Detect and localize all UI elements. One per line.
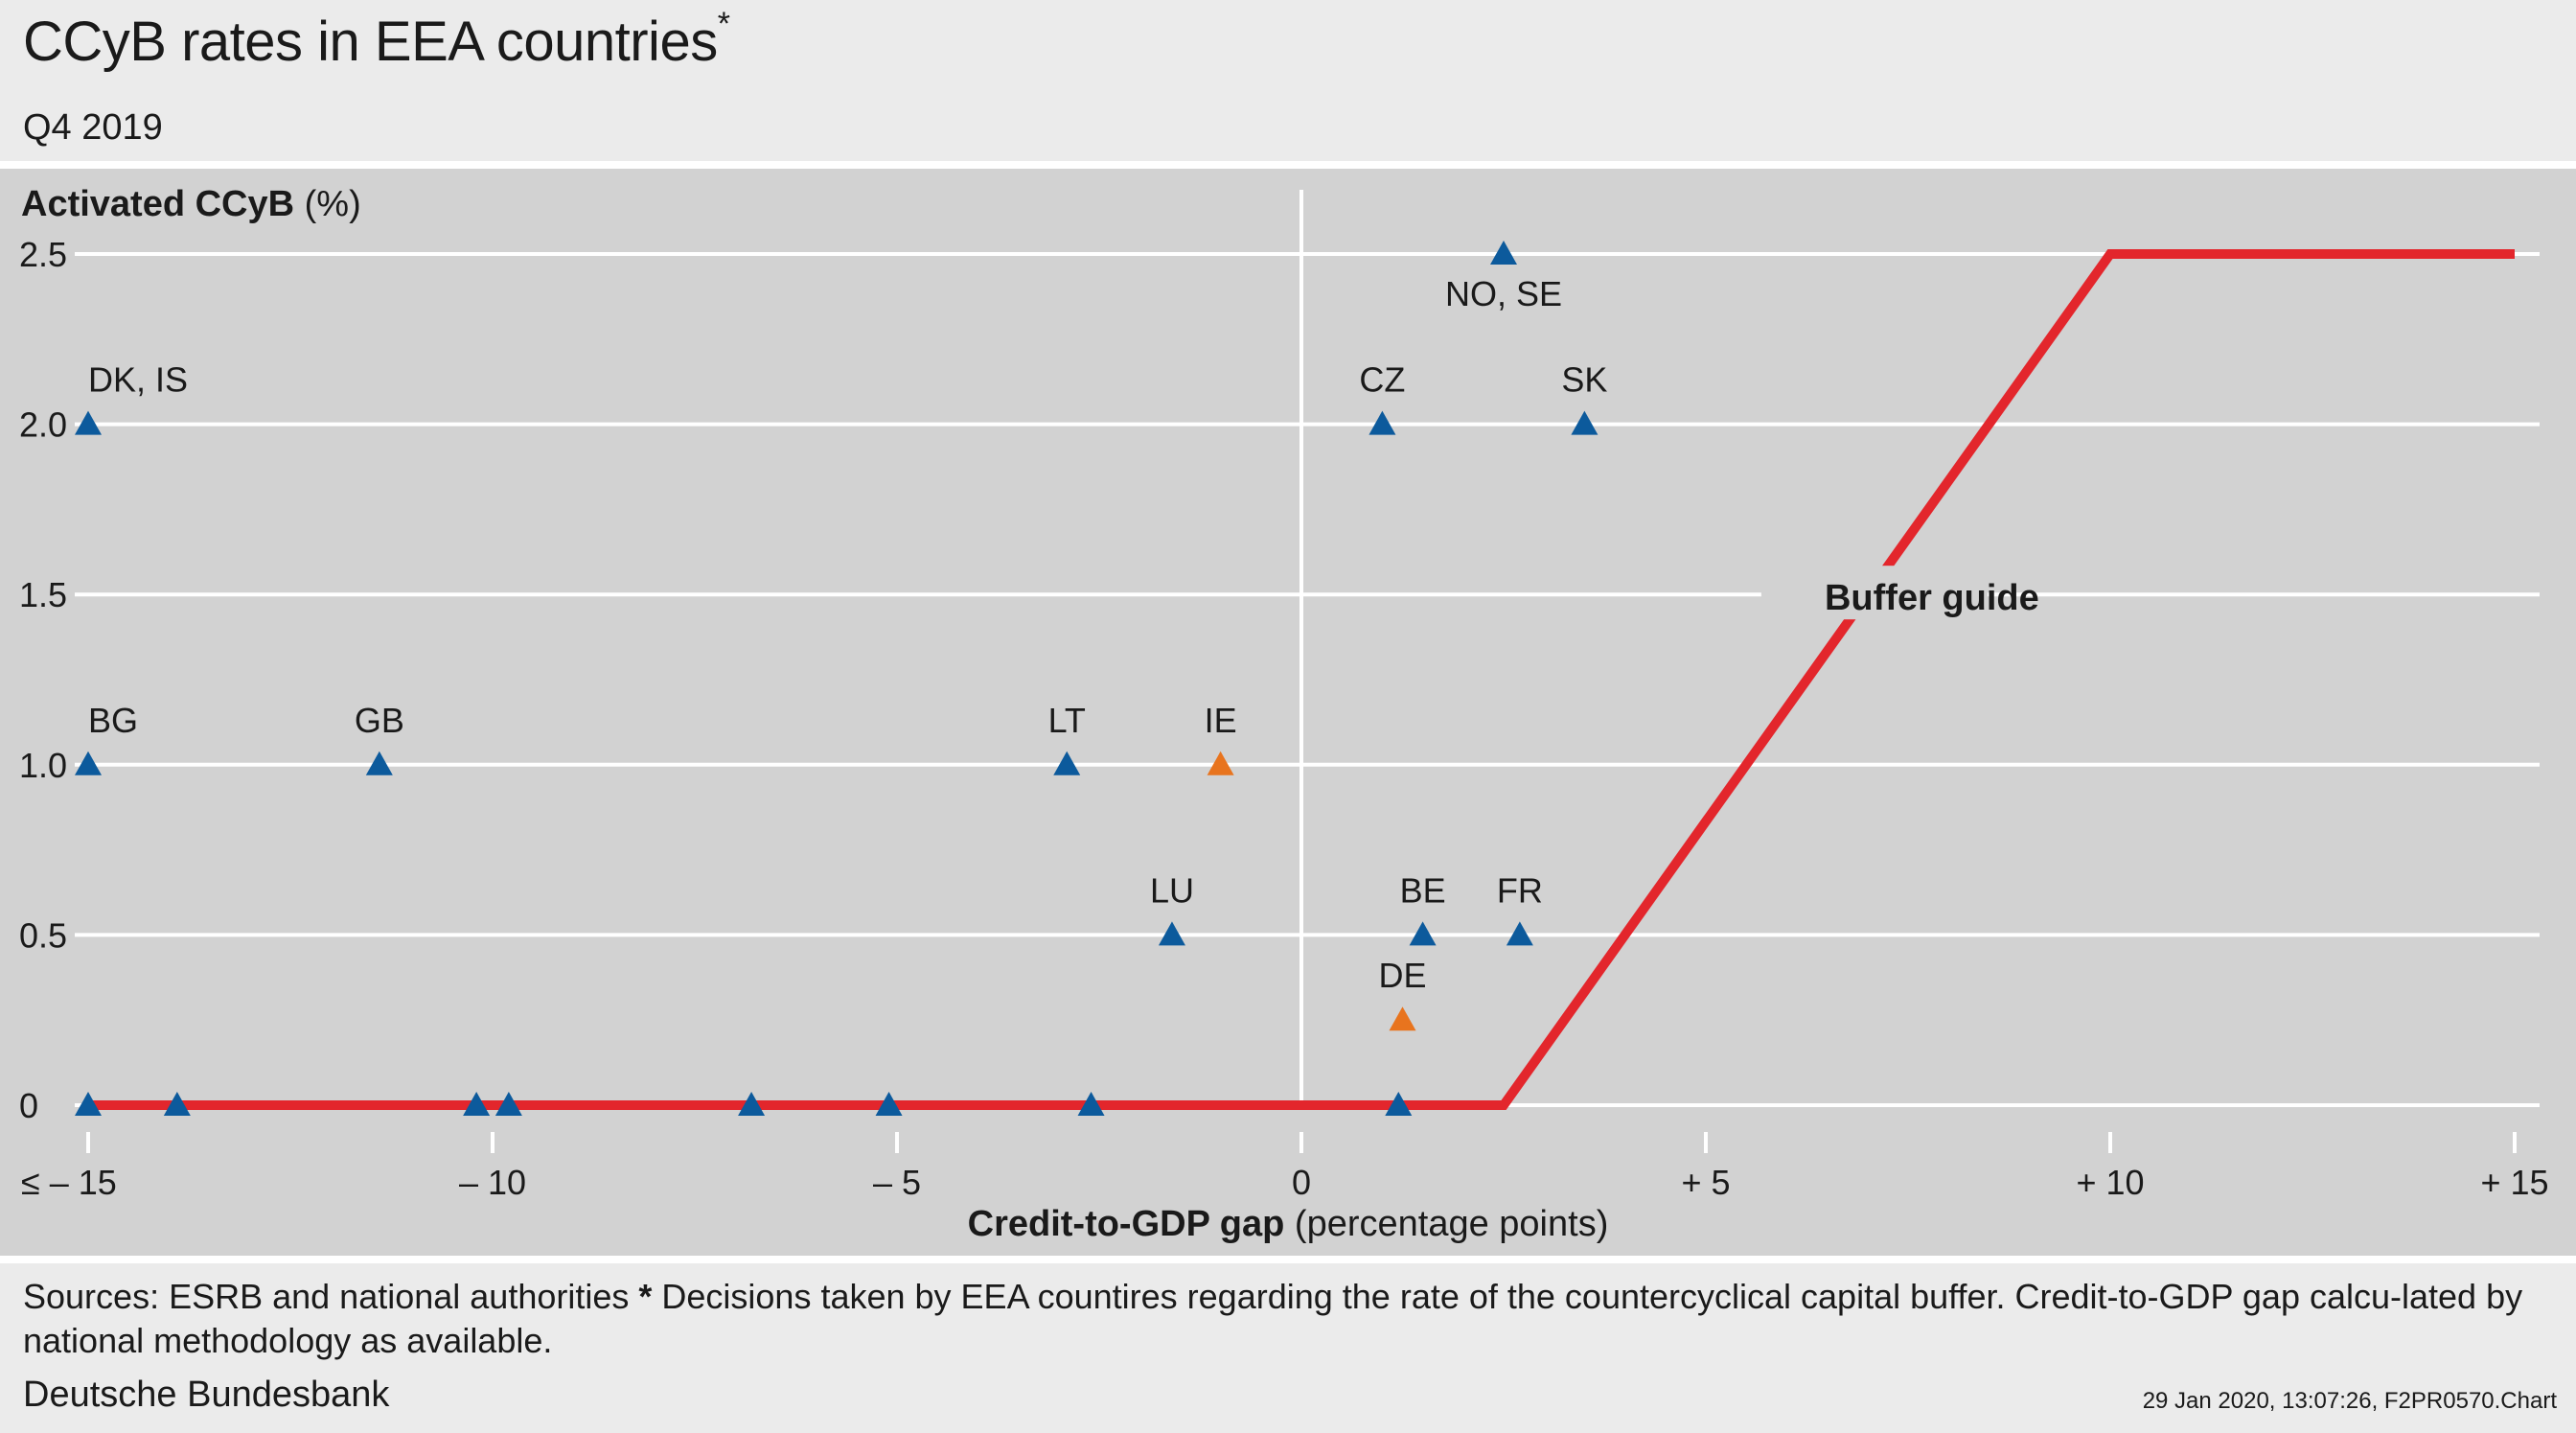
data-point-triangle — [1077, 1092, 1105, 1116]
data-point-label: LU — [1150, 870, 1194, 910]
x-tick-label: ≤ – 15 — [21, 1163, 117, 1202]
data-point-triangle — [875, 1092, 903, 1116]
data-point-triangle — [1158, 921, 1185, 946]
data-point-triangle — [1409, 921, 1437, 946]
data-point-triangle — [1506, 921, 1533, 946]
y-tick-label: 1.5 — [19, 575, 67, 614]
data-point-triangle — [738, 1092, 766, 1116]
data-point-label: BG — [88, 701, 138, 740]
data-point-label: GB — [355, 701, 404, 740]
sources-prefix: Sources: ESRB and national authorities — [23, 1277, 639, 1316]
data-point-triangle — [75, 751, 102, 775]
bottom-separator — [0, 1256, 2576, 1263]
data-point-triangle — [163, 1092, 191, 1116]
x-axis-label-unit: (percentage points) — [1284, 1204, 1609, 1244]
data-point-triangle — [1571, 410, 1598, 435]
data-point-label: BE — [1400, 870, 1446, 910]
y-axis-label-main: Activated CCyB — [21, 184, 295, 224]
publisher: Deutsche Bundesbank — [23, 1375, 390, 1415]
data-point-triangle — [1207, 751, 1234, 775]
y-tick-label: 0 — [19, 1086, 38, 1125]
sources-note: Sources: ESRB and national authorities *… — [23, 1275, 2553, 1363]
title-footnote-mark: * — [717, 6, 730, 42]
sources-text: Decisions taken by EEA countires regardi… — [23, 1277, 2523, 1360]
y-tick-label: 2.0 — [19, 405, 67, 445]
x-tick-label: 0 — [1292, 1163, 1311, 1202]
data-point-label: SK — [1561, 360, 1607, 400]
x-axis-label-main: Credit-to-GDP gap — [967, 1204, 1285, 1244]
data-point-triangle — [463, 1092, 491, 1116]
chart-title-text: CCyB rates in EEA countries — [23, 11, 718, 73]
x-tick-label: + 10 — [2076, 1163, 2144, 1202]
x-tick-label: – 5 — [873, 1163, 921, 1202]
data-point-label: DE — [1378, 956, 1426, 995]
y-tick-label: 0.5 — [19, 915, 67, 955]
data-point-triangle — [1490, 241, 1517, 265]
x-tick-label: – 10 — [459, 1163, 526, 1202]
y-axis-label: Activated CCyB (%) — [21, 184, 361, 225]
y-axis-label-unit: (%) — [294, 184, 361, 224]
data-point-triangle — [1368, 410, 1396, 435]
buffer-guide-line — [88, 249, 2515, 1110]
chart-title: CCyB rates in EEA countries* — [23, 6, 730, 74]
data-point-triangle — [494, 1092, 522, 1116]
data-point-label: LT — [1048, 701, 1086, 740]
data-point-label: DK, IS — [88, 360, 188, 400]
chart-subtitle: Q4 2019 — [23, 107, 163, 148]
data-point-triangle — [1385, 1092, 1413, 1116]
top-separator — [0, 161, 2576, 169]
timestamp: 29 Jan 2020, 13:07:26, F2PR0570.Chart — [2142, 1388, 2557, 1414]
data-point-triangle — [75, 410, 102, 435]
x-tick-label: + 5 — [1681, 1163, 1730, 1202]
x-tick-label: + 15 — [2480, 1163, 2548, 1202]
data-point-triangle — [1389, 1006, 1416, 1031]
y-tick-label: 1.0 — [19, 746, 67, 785]
sources-footnote-mark: * — [638, 1277, 653, 1316]
buffer-guide-label-bg — [1760, 566, 1988, 620]
data-point-triangle — [365, 751, 393, 775]
x-axis-label: Credit-to-GDP gap (percentage points) — [0, 1204, 2576, 1245]
data-point-label: CZ — [1359, 360, 1405, 400]
data-point-triangle — [75, 1092, 102, 1116]
y-tick-label: 2.5 — [19, 235, 67, 274]
buffer-guide-label: Buffer guide — [1825, 578, 2039, 618]
data-point-label: NO, SE — [1445, 274, 1562, 313]
plot-area — [0, 169, 2576, 1256]
data-point-label: FR — [1497, 870, 1543, 910]
data-point-label: IE — [1205, 701, 1237, 740]
data-point-triangle — [1053, 751, 1081, 775]
